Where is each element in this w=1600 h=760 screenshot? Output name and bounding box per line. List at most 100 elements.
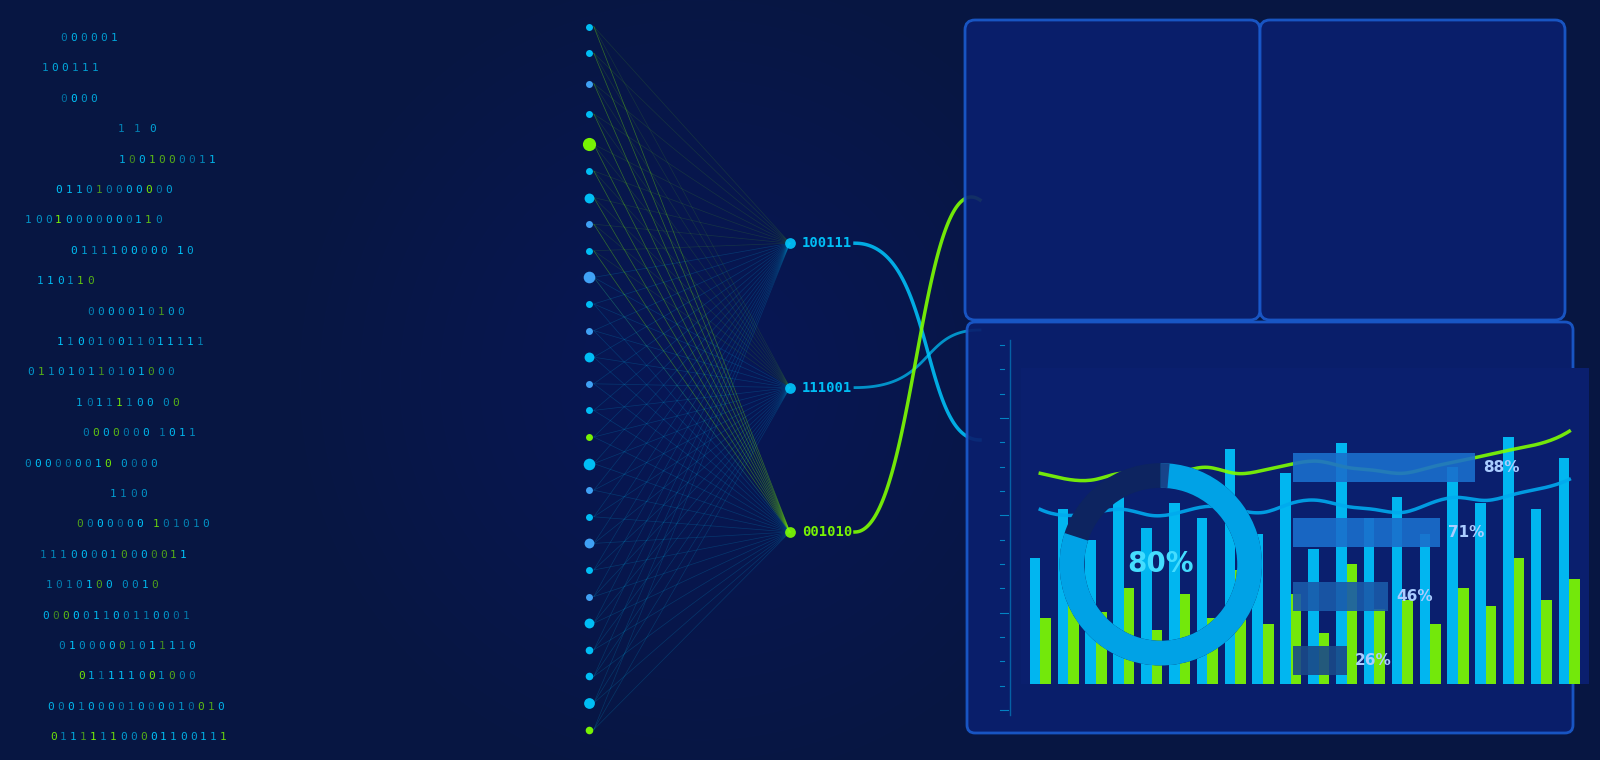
Text: 0: 0 [98, 701, 104, 712]
Text: 1: 1 [178, 337, 184, 347]
Bar [1458, 587, 1469, 684]
Text: 1: 1 [160, 732, 166, 743]
Bar [1486, 606, 1496, 684]
Text: 0: 0 [179, 732, 187, 743]
Bar [1058, 509, 1069, 684]
Text: 0: 0 [218, 701, 224, 712]
Text: 0: 0 [42, 610, 50, 621]
Point [576, 271, 602, 283]
Text: 1: 1 [110, 33, 117, 43]
Text: 0: 0 [130, 489, 138, 499]
Text: 0: 0 [86, 519, 93, 530]
Text: 0: 0 [78, 641, 85, 651]
Text: 0: 0 [117, 337, 123, 347]
Text: 0: 0 [178, 306, 184, 317]
Text: 1: 1 [91, 63, 99, 74]
Text: 26%: 26% [1355, 653, 1392, 668]
Bar [1069, 600, 1078, 684]
Text: 0: 0 [122, 580, 128, 591]
Text: 1: 1 [107, 671, 115, 682]
Text: 0: 0 [187, 671, 195, 682]
Text: 0: 0 [117, 701, 125, 712]
Bar [1347, 564, 1357, 684]
FancyBboxPatch shape [966, 322, 1573, 733]
Bar [1253, 534, 1262, 684]
Bar [1402, 600, 1413, 684]
Text: 0: 0 [150, 549, 157, 560]
Text: 0: 0 [75, 458, 82, 469]
Point [576, 325, 602, 337]
Text: 1: 1 [189, 428, 195, 439]
Text: 0: 0 [150, 732, 157, 743]
Text: 0: 0 [53, 610, 59, 621]
Text: 1: 1 [134, 215, 141, 226]
Point [576, 724, 602, 736]
Point [576, 138, 602, 150]
Bar [1030, 558, 1040, 684]
Point [576, 670, 602, 682]
Point [576, 484, 602, 496]
Text: 0: 0 [107, 519, 114, 530]
Text: 1: 1 [179, 428, 186, 439]
Text: 1: 1 [75, 397, 83, 408]
Text: 0: 0 [56, 185, 62, 195]
Text: 1: 1 [45, 580, 53, 591]
Text: 0: 0 [155, 215, 162, 226]
Text: 0: 0 [96, 519, 104, 530]
Text: 1: 1 [80, 732, 86, 743]
Text: 1: 1 [128, 671, 134, 682]
Text: 1: 1 [50, 549, 58, 560]
Text: 0: 0 [168, 367, 174, 378]
Bar [1336, 443, 1347, 684]
Text: 0: 0 [101, 549, 107, 560]
Text: 0: 0 [150, 124, 157, 135]
Point [576, 617, 602, 629]
Bar [1448, 467, 1458, 684]
Text: 0: 0 [35, 215, 42, 226]
Point [778, 526, 803, 538]
Bar [1123, 587, 1134, 684]
Text: 1: 1 [77, 701, 85, 712]
Text: 1: 1 [142, 610, 149, 621]
Text: 0: 0 [24, 458, 32, 469]
Bar [1392, 497, 1402, 684]
Text: 1: 1 [157, 306, 163, 317]
Text: 0: 0 [147, 671, 155, 682]
Text: 0: 0 [106, 580, 112, 591]
Point [576, 511, 602, 523]
Text: 1: 1 [219, 732, 227, 743]
Text: 0: 0 [189, 641, 195, 651]
Text: 0: 0 [50, 732, 56, 743]
Text: 0: 0 [157, 367, 165, 378]
Text: 1: 1 [46, 276, 54, 287]
Text: 0: 0 [125, 185, 133, 195]
Text: 1: 1 [158, 641, 165, 651]
Text: 1: 1 [98, 671, 104, 682]
Text: 0: 0 [142, 428, 149, 439]
Text: 0: 0 [131, 580, 138, 591]
Text: 001010: 001010 [802, 525, 853, 539]
Text: 0: 0 [86, 276, 94, 287]
Text: 0: 0 [130, 732, 136, 743]
Text: 1: 1 [54, 215, 61, 226]
Text: 0: 0 [54, 458, 61, 469]
Text: 1: 1 [66, 185, 72, 195]
Text: 0: 0 [120, 732, 126, 743]
Text: 0: 0 [90, 549, 98, 560]
Point [576, 47, 602, 59]
Text: 0: 0 [136, 519, 144, 530]
Bar [1197, 518, 1208, 684]
Text: 0: 0 [80, 33, 86, 43]
Point [778, 382, 803, 394]
Text: 1: 1 [117, 367, 125, 378]
Text: 0: 0 [107, 367, 114, 378]
Text: 1: 1 [138, 306, 144, 317]
Text: 0: 0 [155, 185, 162, 195]
Text: 0: 0 [70, 245, 77, 256]
Text: 0: 0 [130, 549, 138, 560]
Bar [1262, 624, 1274, 684]
Text: 1: 1 [118, 671, 125, 682]
Text: 1: 1 [173, 519, 179, 530]
Text: 0: 0 [48, 701, 54, 712]
Bar [1293, 454, 1475, 483]
